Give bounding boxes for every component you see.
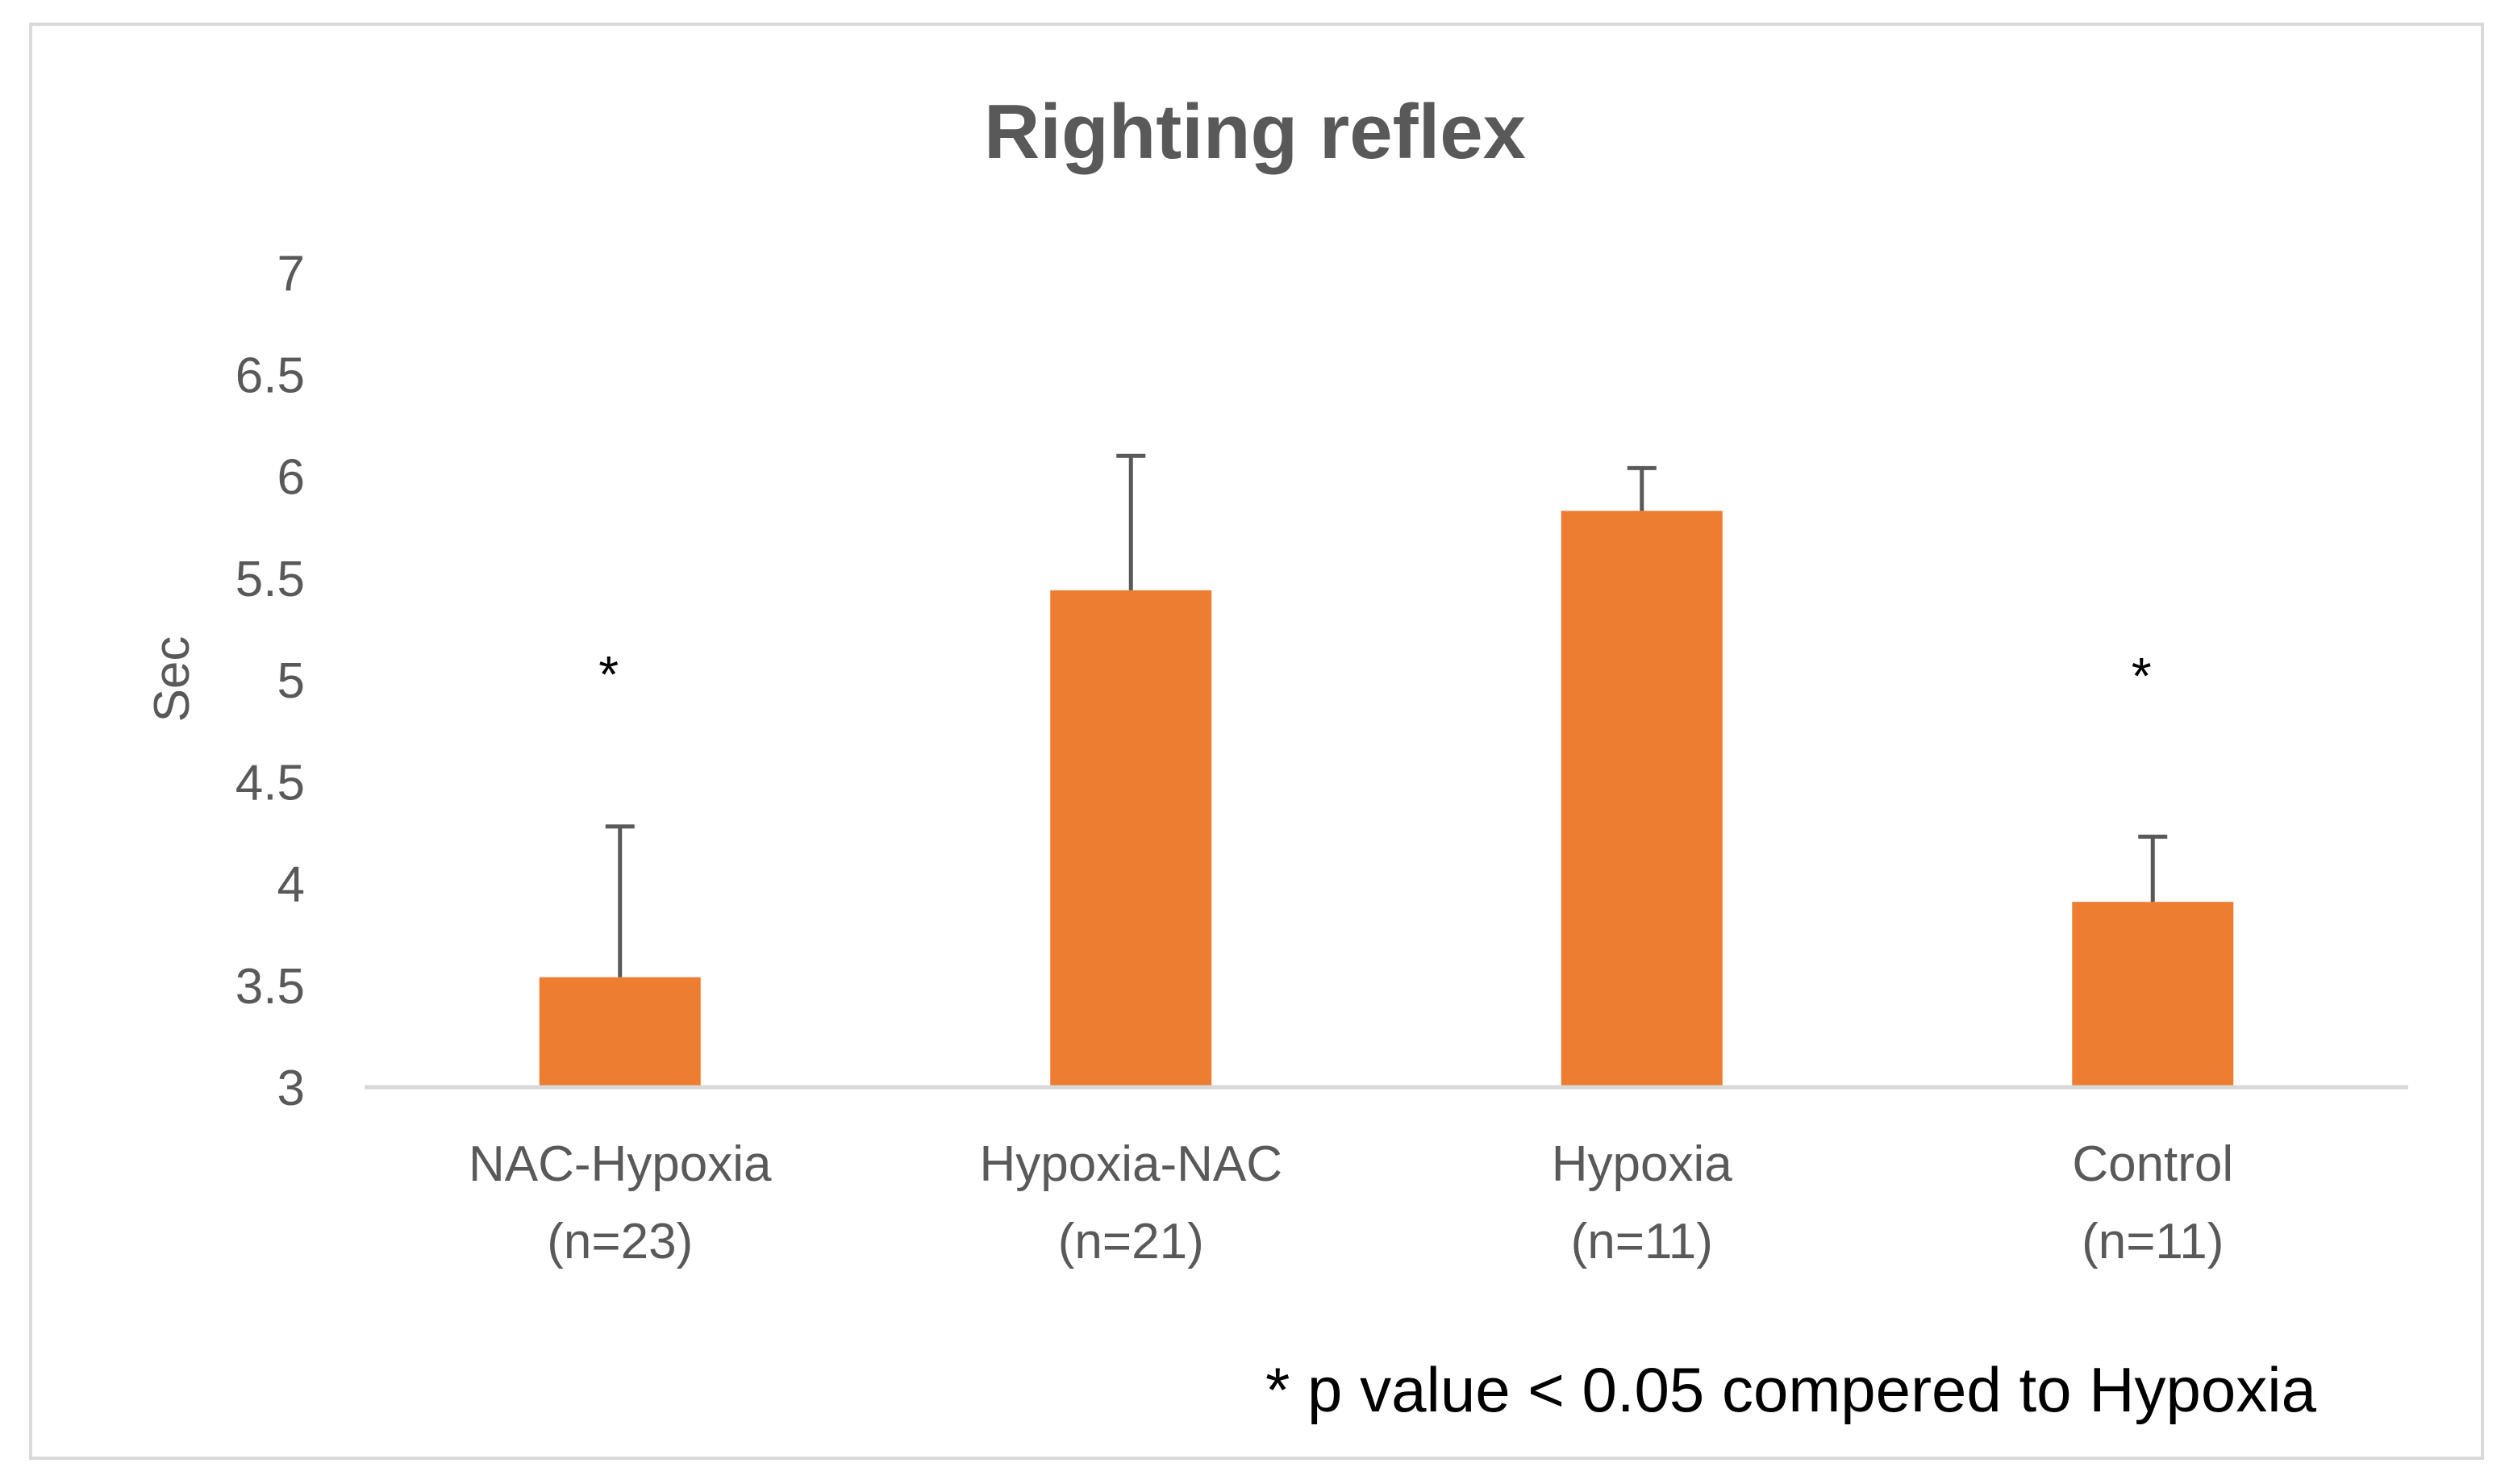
y-tick-label: 3 xyxy=(277,1061,305,1116)
y-tick-label: 5 xyxy=(277,653,305,709)
bars xyxy=(539,511,2234,1087)
significance-marker: * xyxy=(598,645,619,703)
x-tick-n-label: (n=21) xyxy=(1058,1214,1204,1269)
y-tick-label: 6 xyxy=(277,450,305,506)
bar-control xyxy=(2072,902,2234,1087)
x-axis-labels: NAC-Hypoxia (n=23) Hypoxia-NAC (n=21) Hypoxi… xyxy=(469,1136,2233,1269)
y-axis-ticks: 3 3.5 4 4.5 5 5.5 6 6.5 7 xyxy=(235,246,305,1116)
significance-markers: * * xyxy=(598,645,2151,705)
footnote: * p value < 0.05 compered to Hypoxia xyxy=(1265,1354,2317,1425)
significance-marker: * xyxy=(2132,647,2152,705)
chart-title: Righting reflex xyxy=(984,89,1526,175)
y-tick-label: 7 xyxy=(277,246,305,302)
y-tick-label: 4.5 xyxy=(235,755,305,811)
error-bars xyxy=(605,453,2168,978)
y-tick-label: 6.5 xyxy=(235,348,305,403)
x-tick-n-label: (n=11) xyxy=(1571,1214,1713,1269)
y-tick-label: 5.5 xyxy=(235,552,305,607)
y-tick-label: 3.5 xyxy=(235,959,305,1015)
x-tick-label: NAC-Hypoxia xyxy=(469,1136,772,1192)
bar-nac-hypoxia xyxy=(539,977,701,1087)
y-axis-label: Sec xyxy=(144,636,200,723)
bar-hypoxia-nac xyxy=(1050,590,1212,1087)
chart-border xyxy=(29,23,2484,1460)
y-tick-label: 4 xyxy=(277,857,305,913)
x-tick-n-label: (n=23) xyxy=(547,1214,693,1269)
bar-hypoxia xyxy=(1561,511,1723,1087)
x-tick-n-label: (n=11) xyxy=(2082,1214,2224,1269)
x-tick-label: Control xyxy=(2072,1136,2233,1192)
x-tick-label: Hypoxia xyxy=(1552,1136,1733,1192)
x-tick-label: Hypoxia-NAC xyxy=(979,1136,1282,1192)
